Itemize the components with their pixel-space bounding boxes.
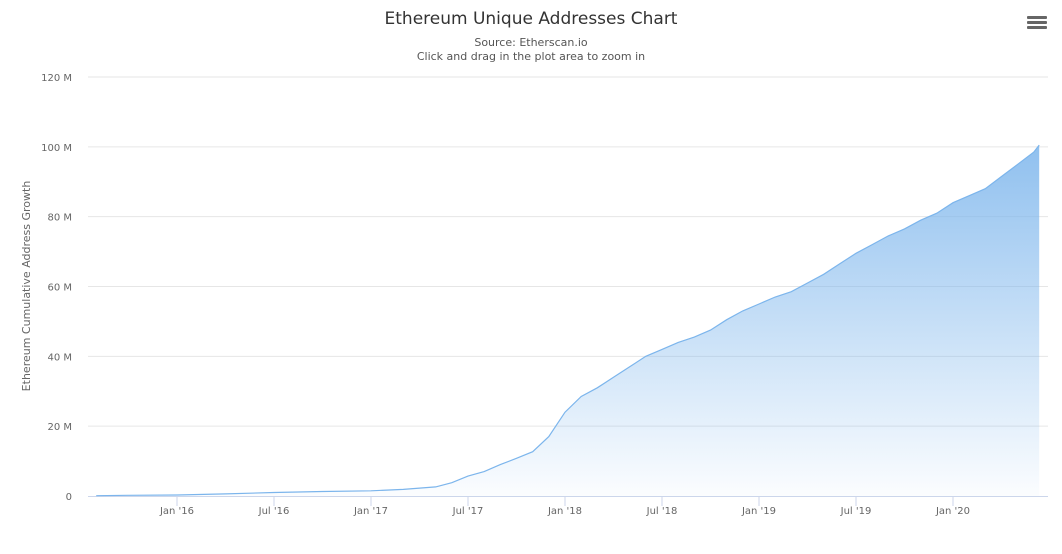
chart-source: Source: Etherscan.io (474, 36, 588, 49)
y-tick-label: 40 M (47, 352, 72, 363)
data-point (322, 491, 323, 492)
y-tick-label: 60 M (47, 283, 72, 294)
data-point (451, 482, 452, 483)
hamburger-menu-icon[interactable] (1027, 16, 1047, 34)
series-line (96, 144, 1040, 497)
data-point (500, 464, 501, 465)
data-point (564, 412, 565, 413)
data-point (775, 296, 776, 297)
y-tick-label: 100 M (41, 143, 72, 154)
data-point (710, 330, 711, 331)
x-tick-label: Jul '16 (258, 506, 290, 517)
data-point (904, 228, 905, 229)
y-tick-label: 80 M (47, 213, 72, 224)
data-point (985, 188, 986, 189)
data-point (176, 494, 177, 495)
data-point (548, 436, 549, 437)
x-tick-label: Jul '19 (840, 506, 872, 517)
y-axis-ticks: 0 20 M 40 M 60 M 80 M 100 M 120 M (41, 73, 72, 503)
data-point (613, 377, 614, 378)
data-point (661, 349, 662, 350)
data-point (273, 492, 274, 493)
y-tick-label: 120 M (41, 73, 72, 84)
chart-title: Ethereum Unique Addresses Chart (384, 9, 678, 29)
data-point (839, 263, 840, 264)
data-point (823, 274, 824, 275)
data-point (694, 337, 695, 338)
x-axis: Jan '16 Jul '16 Jan '17 Jul '17 Jan '18 Jul '… (88, 496, 1048, 517)
data-point (516, 458, 517, 459)
data-point (969, 195, 970, 196)
data-point (1001, 176, 1002, 177)
x-tick-label: Jan '17 (353, 506, 388, 517)
x-tick-label: Jan '20 (935, 506, 970, 517)
data-point (1039, 144, 1040, 145)
data-point (807, 282, 808, 283)
y-tick-label: 0 (66, 492, 72, 503)
chart-subtitle: Source: Etherscan.io Click and drag in t… (0, 36, 1062, 64)
x-tick-label: Jul '18 (646, 506, 678, 517)
data-point (758, 303, 759, 304)
data-point (920, 220, 921, 221)
zoom-hint: Click and drag in the plot area to zoom … (416, 50, 646, 63)
data-point (678, 342, 679, 343)
series-area (96, 145, 1040, 496)
data-point (645, 356, 646, 357)
data-point (952, 202, 953, 203)
data-point (629, 366, 630, 367)
data-point (1017, 164, 1018, 165)
data-point (225, 493, 226, 494)
data-point (435, 486, 436, 487)
data-point (581, 396, 582, 397)
data-point (484, 471, 485, 472)
data-point (855, 253, 856, 254)
data-point (96, 495, 97, 496)
data-point (872, 244, 873, 245)
data-point (403, 489, 404, 490)
x-tick-label: Jan '19 (741, 506, 776, 517)
data-point (888, 235, 889, 236)
y-axis-title: Ethereum Cumulative Address Growth (20, 181, 33, 392)
data-point (1033, 151, 1034, 152)
data-point (726, 319, 727, 320)
data-point (742, 310, 743, 311)
data-point (791, 291, 792, 292)
data-point (467, 475, 468, 476)
data-point (597, 387, 598, 388)
x-tick-label: Jan '16 (159, 506, 194, 517)
x-tick-label: Jul '17 (452, 506, 484, 517)
y-tick-label: 20 M (47, 422, 72, 433)
x-tick-label: Jan '18 (547, 506, 582, 517)
data-point (370, 490, 371, 491)
data-point (936, 213, 937, 214)
data-point (532, 451, 533, 452)
data-point (128, 495, 129, 496)
